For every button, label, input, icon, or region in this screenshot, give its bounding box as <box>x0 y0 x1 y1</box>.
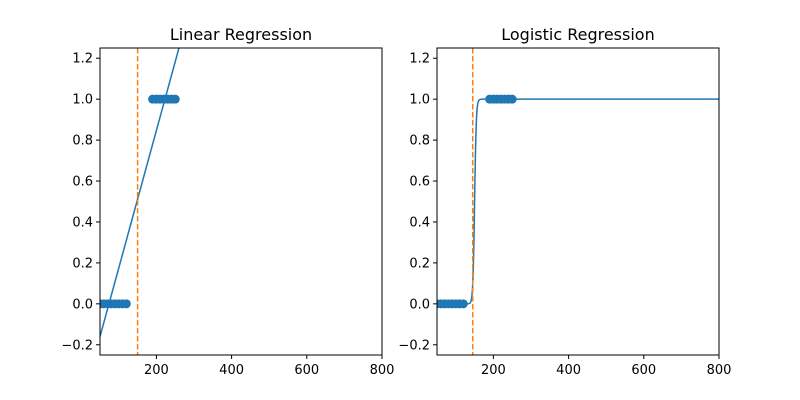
x-tick-label: 200 <box>144 363 169 378</box>
y-tick-label: 0.2 <box>409 256 430 271</box>
x-tick-label: 400 <box>556 363 581 378</box>
plot-area <box>100 48 180 355</box>
data-point <box>507 94 517 104</box>
y-tick-label: 1.2 <box>72 52 93 67</box>
y-tick-label: 0.0 <box>409 297 430 312</box>
y-tick-label: 0.6 <box>409 175 430 190</box>
x-tick-label: 800 <box>707 363 732 378</box>
linear-regression-chart: Linear Regression 200 400 600 800 −0.2 0.0 0.2… <box>61 25 394 378</box>
y-tick-label: 0.6 <box>72 175 93 190</box>
x-tick-label: 400 <box>219 363 244 378</box>
y-tick-label: 0.4 <box>409 215 430 230</box>
y-tick-label: −0.2 <box>398 338 430 353</box>
sigmoid-curve <box>437 98 719 305</box>
y-tick-label: −0.2 <box>61 338 93 353</box>
y-tick-label: 0.4 <box>72 215 93 230</box>
plot-frame <box>436 47 720 356</box>
y-tick-label: 1.0 <box>409 93 430 108</box>
y-tick-label: 0.2 <box>72 256 93 271</box>
x-tick-label: 800 <box>370 363 395 378</box>
plot-area <box>437 48 719 355</box>
logistic-regression-chart: Logistic Regression 200 400 600 800 −0.2 0.0 0… <box>398 25 731 378</box>
y-tick-label: 0.8 <box>409 134 430 149</box>
x-tick-label: 600 <box>631 363 656 378</box>
data-point <box>121 299 131 309</box>
x-tick-label: 200 <box>481 363 506 378</box>
chart-title: Linear Regression <box>170 25 312 44</box>
chart-title: Logistic Regression <box>501 25 654 44</box>
y-tick-label: 1.0 <box>72 93 93 108</box>
x-tick-label: 600 <box>294 363 319 378</box>
y-tick-label: 0.8 <box>72 134 93 149</box>
y-tick-label: 1.2 <box>409 52 430 67</box>
plot-frame <box>99 47 383 356</box>
y-tick-label: 0.0 <box>72 297 93 312</box>
data-point <box>458 299 468 309</box>
data-point <box>170 94 180 104</box>
